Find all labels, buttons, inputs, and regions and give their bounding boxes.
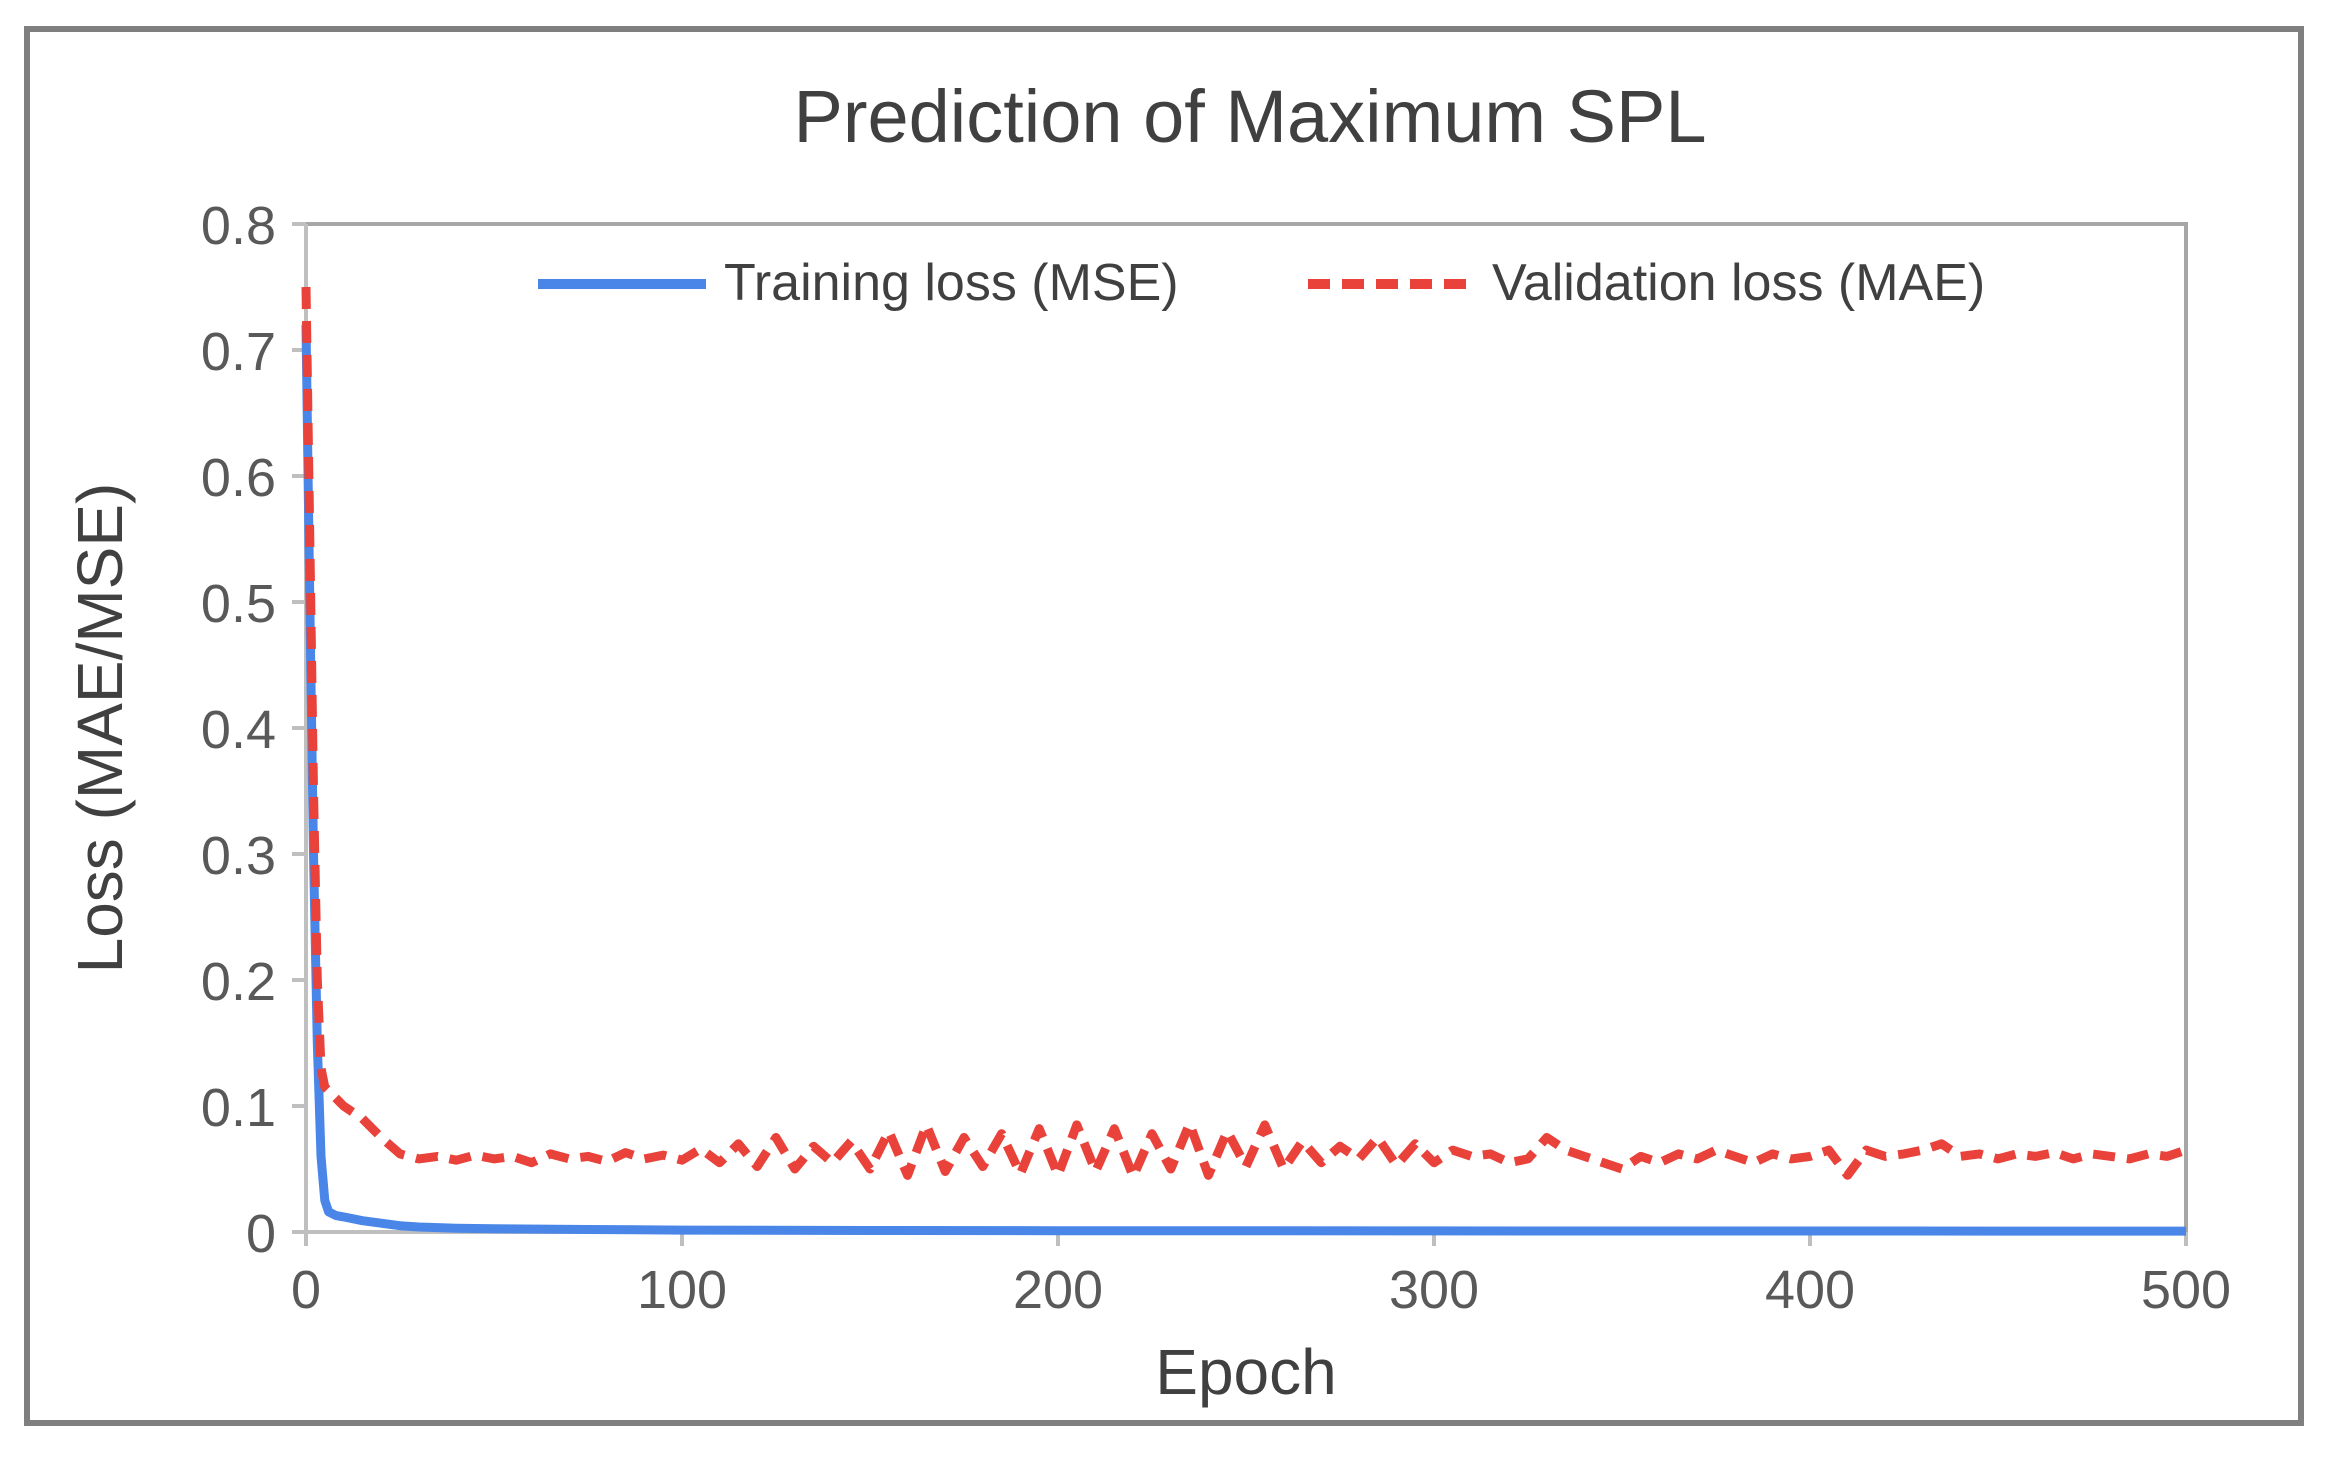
x-tick-label: 500 [2141, 1260, 2231, 1320]
y-tick-label: 0.3 [201, 826, 276, 886]
series-line-validation-loss [301, 286, 2188, 1182]
x-tick-label: 200 [1013, 1260, 1103, 1320]
y-axis-label: Loss (MAE/MSE) [64, 483, 136, 974]
x-tick-label: 0 [291, 1260, 321, 1320]
x-axis-label: Epoch [1155, 1336, 1336, 1408]
plot-area [304, 222, 2188, 1234]
chart-svg: Prediction of Maximum SPL 00.10.20.30.40… [64, 75, 2231, 1408]
y-tick-labels: 0 0.1 0.2 0.3 0.4 0.5 0.6 0.7 0.8 [201, 196, 306, 1264]
y-tick-label: 0.2 [201, 952, 276, 1012]
y-tick-label: 0.7 [201, 322, 276, 382]
x-tick-label: 400 [1765, 1260, 1855, 1320]
y-tick-label: 0.6 [201, 448, 276, 508]
y-tick-label: 0.5 [201, 574, 276, 634]
legend-label-validation: Validation loss (MAE) [1492, 254, 1985, 312]
x-tick-label: 300 [1389, 1260, 1479, 1320]
y-tick-label: 0.1 [201, 1078, 276, 1138]
series-layer [301, 286, 2188, 1236]
y-tick-label: 0.4 [201, 700, 276, 760]
y-tick-label: 0 [246, 1204, 276, 1264]
x-tick-labels: 0 100 200 300 400 500 [291, 1232, 2231, 1320]
chart-title: Prediction of Maximum SPL [793, 75, 1706, 158]
chart-frame: Prediction of Maximum SPL 0 0.1 0.2 0.3 0.4 0… [24, 26, 2304, 1426]
series-line-training-loss [301, 324, 2186, 1236]
legend-label-training: Training loss (MSE) [724, 254, 1179, 312]
x-tick-label: 100 [637, 1260, 727, 1320]
y-tick-label: 0.8 [201, 196, 276, 256]
legend: Training loss (MSE) Validation loss (MAE… [538, 254, 1985, 312]
